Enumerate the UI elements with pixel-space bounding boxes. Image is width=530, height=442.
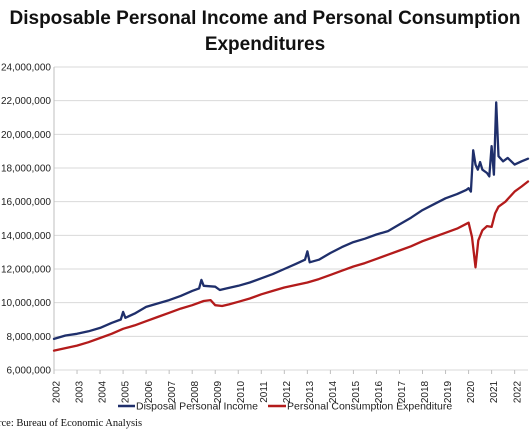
x-tick-label: 2018	[420, 380, 431, 403]
legend-label: Disposal Personal Income	[136, 401, 258, 413]
x-tick-label: 2002	[52, 380, 63, 403]
x-tick-label: 2012	[282, 380, 293, 403]
chart-title-line-2: Expenditures	[204, 34, 326, 55]
y-tick-label: 10,000,000	[1, 298, 51, 309]
y-tick-label: 12,000,000	[1, 265, 51, 276]
y-axis-tick-labels: 6,000,000 8,000,000 10,000,000 12,000,000 14…	[1, 63, 51, 377]
y-tick-label: 20,000,000	[1, 130, 51, 141]
x-tick-label: 2006	[144, 380, 155, 403]
x-tick-label: 2003	[75, 380, 86, 403]
x-axis-tick-labels: 2002 2003 2004 2005 2006 2007 2008 2009 2010 2011…	[52, 370, 523, 403]
x-tick-label: 2015	[351, 380, 362, 403]
y-tick-label: 14,000,000	[1, 231, 51, 242]
x-tick-label: 2009	[213, 380, 224, 403]
gridlines	[53, 66, 528, 371]
series-line	[52, 101, 530, 341]
y-tick-label: 6,000,000	[7, 366, 52, 377]
x-tick-label: 2011	[259, 381, 270, 403]
x-tick-label: 2014	[328, 380, 339, 403]
x-tick-label: 2004	[98, 380, 109, 403]
x-tick-label: 2005	[121, 380, 132, 403]
x-tick-label: 2019	[443, 380, 454, 403]
chart-title-line-1: Disposable Personal Income and Personal …	[9, 8, 521, 29]
x-tick-label: 2008	[190, 380, 201, 403]
y-tick-label: 8,000,000	[7, 332, 52, 343]
legend-label: Personal Consumption Expenditure	[287, 401, 452, 413]
y-tick-label: 16,000,000	[1, 197, 51, 208]
x-tick-label: 2022	[512, 380, 523, 403]
series-line	[52, 180, 530, 352]
x-tick-label: 2007	[167, 380, 178, 403]
y-tick-label: 22,000,000	[1, 96, 51, 107]
x-tick-label: 2021	[489, 380, 500, 403]
legend: Disposal Personal Income Personal Consump…	[118, 401, 452, 413]
x-tick-label: 2016	[374, 380, 385, 403]
x-tick-label: 2013	[305, 380, 316, 403]
y-tick-label: 24,000,000	[1, 63, 51, 74]
y-tick-label: 18,000,000	[1, 164, 51, 175]
chart-title: Disposable Personal Income and Personal …	[0, 6, 530, 58]
x-tick-label: 2010	[236, 380, 247, 403]
series-lines	[52, 101, 530, 352]
x-tick-label: 2020	[466, 380, 477, 403]
source-note: rce: Bureau of Economic Analysis	[0, 418, 142, 429]
x-tick-label: 2017	[397, 380, 408, 403]
